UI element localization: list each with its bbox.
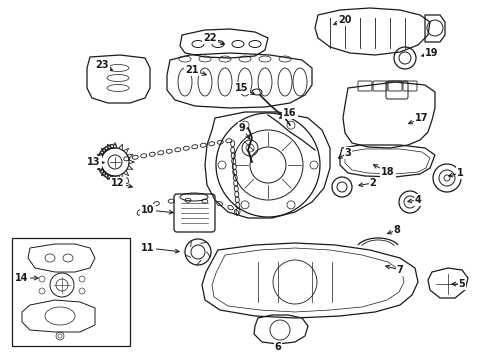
Text: 13: 13 xyxy=(87,157,101,167)
Text: 2: 2 xyxy=(369,178,376,188)
Text: 10: 10 xyxy=(141,205,154,215)
Text: 22: 22 xyxy=(203,33,216,43)
Text: 6: 6 xyxy=(274,342,281,352)
Text: 7: 7 xyxy=(396,265,403,275)
Text: 18: 18 xyxy=(381,167,394,177)
Text: 15: 15 xyxy=(235,83,248,93)
Text: 5: 5 xyxy=(458,279,465,289)
Text: 1: 1 xyxy=(456,168,463,178)
Text: 4: 4 xyxy=(414,195,421,205)
Text: 17: 17 xyxy=(414,113,428,123)
Text: 12: 12 xyxy=(111,178,124,188)
Text: 20: 20 xyxy=(338,15,351,25)
Text: 3: 3 xyxy=(344,148,351,158)
Text: 23: 23 xyxy=(95,60,108,70)
Text: 11: 11 xyxy=(141,243,154,253)
Text: 16: 16 xyxy=(283,108,296,118)
Text: 19: 19 xyxy=(425,48,438,58)
Bar xyxy=(12,238,130,346)
Text: 14: 14 xyxy=(15,273,29,283)
Text: 21: 21 xyxy=(185,65,198,75)
Text: 8: 8 xyxy=(393,225,400,235)
Text: 9: 9 xyxy=(238,123,245,133)
